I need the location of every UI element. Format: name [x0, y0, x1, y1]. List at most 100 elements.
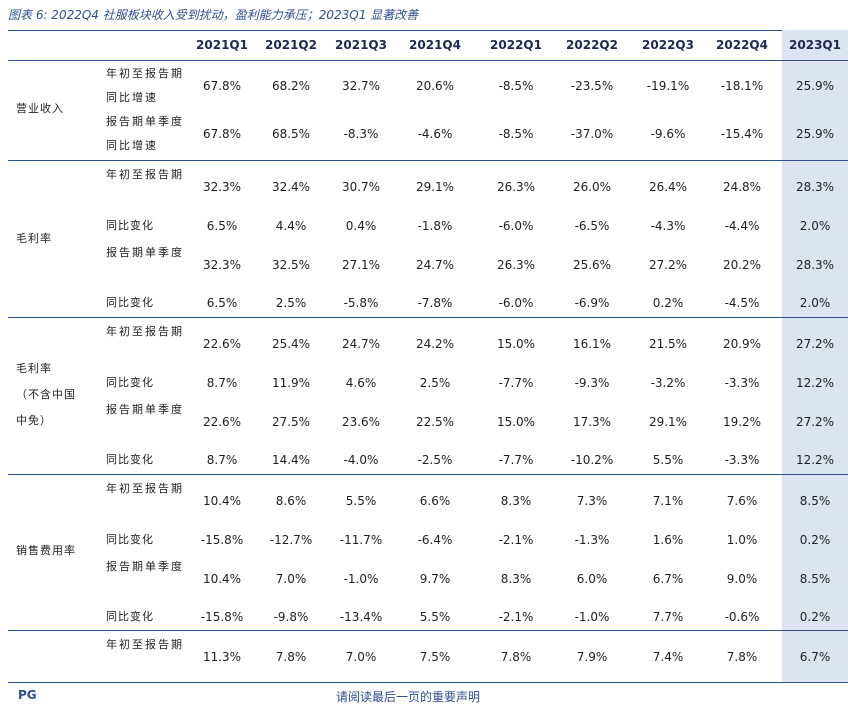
table-cell: 27.2% — [795, 337, 835, 351]
table-cell: -1.0% — [574, 610, 610, 624]
table-cell: -2.1% — [498, 533, 534, 547]
table-cell: 6.6% — [419, 494, 451, 508]
table-cell: -23.5% — [570, 79, 614, 93]
table-cell: 4.4% — [275, 219, 307, 233]
column-header-2022q4: 2022Q4 — [716, 38, 768, 52]
table-cell: 24.2% — [415, 337, 455, 351]
table-cell: -2.1% — [498, 610, 534, 624]
column-header-2022q3: 2022Q3 — [642, 38, 694, 52]
table-cell: -19.1% — [646, 79, 690, 93]
table-cell: -7.7% — [498, 453, 534, 467]
table-cell: -8.5% — [498, 79, 534, 93]
column-header-2022q1: 2022Q1 — [490, 38, 542, 52]
table-cell: 10.4% — [202, 572, 242, 586]
metric-label: 报告期单季度同比增速 — [106, 115, 184, 152]
table-cell: 0.2% — [799, 610, 831, 624]
metric-label: 年初至报告期 — [106, 482, 184, 495]
table-cell: -1.8% — [417, 219, 453, 233]
table-cell: 15.0% — [496, 337, 536, 351]
table-cell: -6.9% — [574, 296, 610, 310]
table-cell: 8.3% — [500, 572, 532, 586]
table-cell: 4.6% — [345, 376, 377, 390]
table-cell: -5.8% — [343, 296, 379, 310]
table-cell: 67.8% — [202, 79, 242, 93]
table-cell: 9.0% — [726, 572, 758, 586]
table-cell: 16.1% — [572, 337, 612, 351]
table-cell: 6.7% — [652, 572, 684, 586]
table-cell: -3.3% — [724, 376, 760, 390]
table-cell: -6.0% — [498, 219, 534, 233]
table-cell: 8.5% — [799, 572, 831, 586]
table-cell: 32.3% — [202, 180, 242, 194]
table-cell: 6.5% — [206, 296, 238, 310]
table-cell: -4.3% — [650, 219, 686, 233]
table-cell: 30.7% — [341, 180, 381, 194]
table-cell: -1.3% — [574, 533, 610, 547]
table-cell: -9.6% — [650, 127, 686, 141]
figure-title: 图表 6: 2022Q4 社服板块收入受到扰动，盈利能力承压；2023Q1 显著… — [8, 8, 419, 22]
table-cell: 7.7% — [652, 610, 684, 624]
table-cell: -8.5% — [498, 127, 534, 141]
highlight-column-2023q1 — [782, 30, 848, 682]
table-cell: 7.1% — [652, 494, 684, 508]
table-cell: -7.8% — [417, 296, 453, 310]
table-cell: -9.3% — [574, 376, 610, 390]
table-cell: 7.6% — [726, 494, 758, 508]
table-cell: 21.5% — [648, 337, 688, 351]
metric-label: 同比变化 — [106, 296, 154, 309]
table-cell: 17.3% — [572, 415, 612, 429]
table-cell: 11.9% — [271, 376, 311, 390]
table-cell: 7.5% — [419, 650, 451, 664]
table-cell: 27.1% — [341, 258, 381, 272]
table-cell: 0.2% — [799, 533, 831, 547]
column-header-2021q1: 2021Q1 — [196, 38, 248, 52]
table-cell: 68.2% — [271, 79, 311, 93]
table-cell: -3.3% — [724, 453, 760, 467]
table-cell: 29.1% — [415, 180, 455, 194]
table-cell: -4.5% — [724, 296, 760, 310]
table-cell: 15.0% — [496, 415, 536, 429]
table-cell: 67.8% — [202, 127, 242, 141]
table-cell: 22.6% — [202, 415, 242, 429]
metric-label: 同比变化 — [106, 376, 154, 389]
table-cell: 32.3% — [202, 258, 242, 272]
table-cell: 25.9% — [795, 127, 835, 141]
metric-label: 年初至报告期 — [106, 325, 184, 338]
table-cell: 32.7% — [341, 79, 381, 93]
table-cell: -15.8% — [200, 533, 244, 547]
table-cell: 2.5% — [275, 296, 307, 310]
table-cell: 24.8% — [722, 180, 762, 194]
table-cell: 1.6% — [652, 533, 684, 547]
table-cell: -2.5% — [417, 453, 453, 467]
table-cell: 68.5% — [271, 127, 311, 141]
metric-label: 同比变化 — [106, 219, 154, 232]
table-cell: 7.8% — [275, 650, 307, 664]
table-cell: 8.5% — [799, 494, 831, 508]
table-cell: 27.5% — [271, 415, 311, 429]
table-cell: 7.0% — [345, 650, 377, 664]
table-cell: 24.7% — [341, 337, 381, 351]
table-cell: 26.4% — [648, 180, 688, 194]
table-cell: -15.8% — [200, 610, 244, 624]
table-cell: -18.1% — [720, 79, 764, 93]
table-cell: 7.9% — [576, 650, 608, 664]
table-cell: 0.4% — [345, 219, 377, 233]
footer-divider — [8, 682, 848, 683]
table-cell: 1.0% — [726, 533, 758, 547]
metric-label: 年初至报告期同比增速 — [106, 67, 184, 104]
table-cell: 20.6% — [415, 79, 455, 93]
table-cell: 25.9% — [795, 79, 835, 93]
table-cell: -37.0% — [570, 127, 614, 141]
table-cell: 8.3% — [500, 494, 532, 508]
column-header-2021q2: 2021Q2 — [265, 38, 317, 52]
table-cell: 25.4% — [271, 337, 311, 351]
table-cell: -4.4% — [724, 219, 760, 233]
table-cell: -6.4% — [417, 533, 453, 547]
footer-disclaimer: 请阅读最后一页的重要声明 — [336, 690, 481, 704]
group-divider — [8, 317, 848, 318]
table-cell: 8.6% — [275, 494, 307, 508]
table-cell: 20.9% — [722, 337, 762, 351]
table-cell: -15.4% — [720, 127, 764, 141]
table-cell: 32.4% — [271, 180, 311, 194]
table-cell: 27.2% — [648, 258, 688, 272]
